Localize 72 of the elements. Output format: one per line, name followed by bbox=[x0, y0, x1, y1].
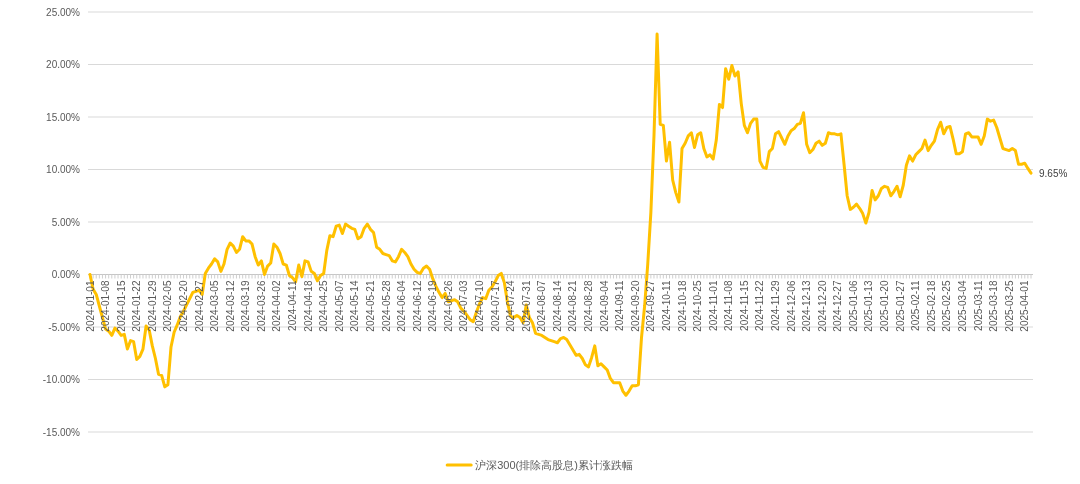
x-tick-label: 2024-01-29 bbox=[146, 280, 158, 332]
x-tick-label: 2025-01-13 bbox=[863, 280, 875, 332]
x-tick-label: 2024-05-07 bbox=[333, 280, 345, 332]
x-tick-label: 2024-11-01 bbox=[707, 280, 719, 331]
x-tick-label: 2024-12-27 bbox=[832, 280, 844, 332]
x-tick-label: 2025-03-11 bbox=[972, 280, 984, 331]
x-tick-label: 2024-09-04 bbox=[598, 280, 610, 332]
x-tick-label: 2025-02-18 bbox=[925, 280, 937, 332]
x-tick-label: 2025-03-04 bbox=[956, 280, 968, 332]
x-tick-label: 2024-10-18 bbox=[676, 280, 688, 332]
y-tick-label: 25.00% bbox=[46, 6, 80, 18]
x-tick-label: 2024-07-31 bbox=[520, 280, 532, 332]
x-tick-label: 2024-01-08 bbox=[100, 280, 112, 332]
x-tick-label: 2024-02-20 bbox=[178, 280, 189, 332]
x-tick-label: 2025-03-18 bbox=[988, 280, 1000, 332]
x-tick-label: 2024-12-06 bbox=[785, 280, 797, 332]
y-tick-label: -15.00% bbox=[42, 426, 80, 438]
x-tick-label: 2024-05-28 bbox=[380, 280, 392, 332]
y-tick-label: 15.00% bbox=[46, 111, 80, 123]
x-tick-label: 2024-04-25 bbox=[318, 280, 330, 332]
y-tick-label: -10.00% bbox=[42, 374, 80, 385]
x-tick-label: 2024-07-17 bbox=[489, 280, 501, 332]
x-tick-label: 2024-06-26 bbox=[442, 280, 454, 332]
x-tick-label: 2024-11-22 bbox=[754, 280, 766, 331]
y-tick-label: 0.00% bbox=[51, 269, 80, 280]
x-tick-label: 2024-03-26 bbox=[255, 280, 267, 332]
x-tick-label: 2024-06-19 bbox=[427, 280, 439, 332]
x-tick-label: 2024-05-14 bbox=[349, 280, 361, 332]
x-tick-label: 2025-04-01 bbox=[1019, 280, 1031, 332]
x-tick-label: 2024-09-11 bbox=[614, 280, 626, 331]
y-tick-label: 10.00% bbox=[46, 164, 80, 175]
x-tick-label: 2024-05-21 bbox=[364, 280, 376, 332]
x-tick-label: 2024-11-08 bbox=[723, 280, 735, 331]
x-tick-label: 2025-01-20 bbox=[879, 280, 891, 332]
x-tick-label: 2025-01-06 bbox=[847, 280, 859, 332]
y-tick-label: -5.00% bbox=[48, 321, 80, 333]
x-tick-label: 2024-02-27 bbox=[193, 280, 205, 332]
x-tick-label: 2024-09-27 bbox=[645, 280, 657, 332]
x-tick-label: 2025-03-25 bbox=[1003, 280, 1015, 332]
x-tick-label: 2024-12-13 bbox=[801, 280, 813, 332]
x-tick-label: 2024-10-25 bbox=[692, 280, 704, 332]
x-tick-label: 2025-02-11 bbox=[910, 280, 922, 331]
x-tick-label: 2024-04-18 bbox=[302, 280, 314, 332]
x-tick-label: 2025-02-25 bbox=[941, 280, 953, 332]
x-tick-label: 2024-08-07 bbox=[536, 280, 548, 332]
x-tick-label: 2024-06-12 bbox=[411, 280, 423, 332]
x-tick-label: 2024-12-20 bbox=[816, 280, 828, 332]
x-tick-label: 2024-08-21 bbox=[567, 280, 579, 332]
x-tick-label: 2024-07-24 bbox=[505, 280, 517, 332]
x-tick-label: 2024-10-11 bbox=[660, 280, 672, 331]
x-tick-label: 2024-07-10 bbox=[474, 280, 485, 332]
x-tick-label: 2024-08-28 bbox=[583, 280, 595, 332]
x-tick-label: 2024-01-22 bbox=[131, 280, 143, 332]
x-tick-label: 2024-01-01 bbox=[84, 280, 96, 332]
x-tick-label: 2024-06-04 bbox=[396, 280, 408, 332]
x-tick-label: 2024-02-05 bbox=[162, 280, 174, 332]
x-tick-label: 2024-08-14 bbox=[551, 280, 563, 332]
x-tick-label: 2024-04-11 bbox=[287, 280, 299, 331]
x-tick-label: 2024-09-20 bbox=[629, 280, 641, 332]
x-tick-label: 2024-03-19 bbox=[240, 280, 252, 332]
x-tick-label: 2024-04-02 bbox=[271, 280, 283, 332]
y-tick-label: 20.00% bbox=[46, 59, 80, 70]
x-tick-label: 2024-11-15 bbox=[738, 280, 750, 331]
x-tick-label: 2024-03-05 bbox=[209, 280, 221, 332]
x-tick-label: 2025-01-27 bbox=[894, 280, 906, 332]
x-tick-label: 2024-11-29 bbox=[770, 280, 781, 331]
x-tick-label: 2024-03-12 bbox=[224, 280, 236, 332]
data-label: 9.65% bbox=[1039, 167, 1068, 179]
legend-text: 沪深300(排除高股息)累计涨跌幅 bbox=[475, 459, 633, 471]
x-tick-label: 2024-01-15 bbox=[115, 280, 127, 332]
y-tick-label: 5.00% bbox=[51, 216, 80, 228]
x-tick-label: 2024-07-03 bbox=[458, 280, 470, 332]
